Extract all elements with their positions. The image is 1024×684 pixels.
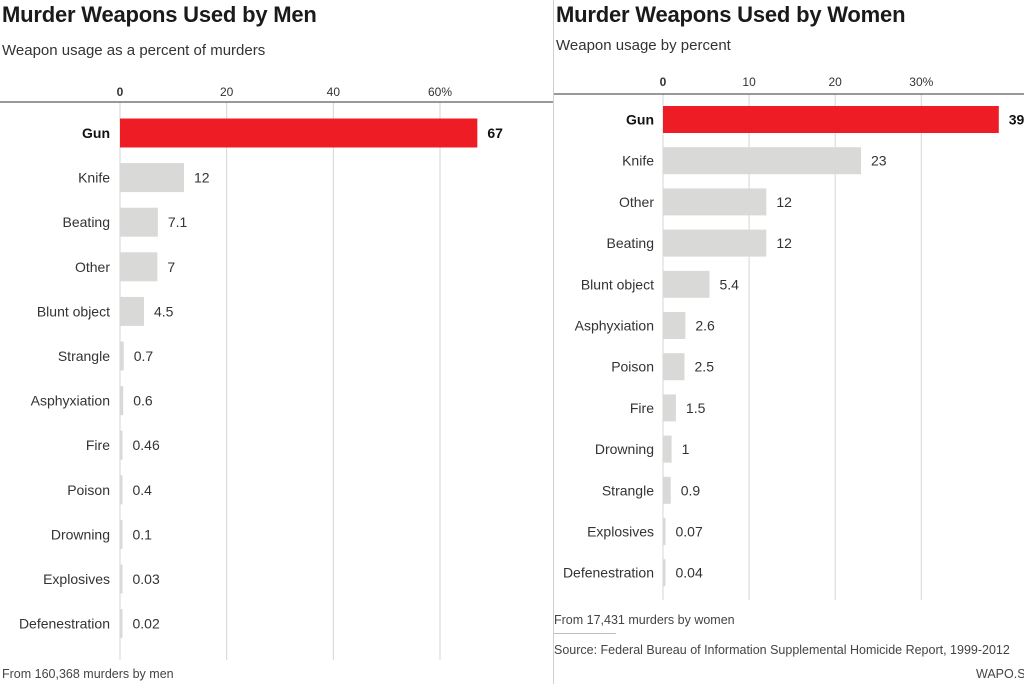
value-label: 1 — [682, 441, 690, 457]
value-label: 7 — [167, 259, 175, 275]
bar-fire — [663, 394, 676, 422]
tick-label: 20 — [220, 85, 234, 99]
bar-asphyxiation — [663, 312, 686, 339]
tick-label: 40 — [327, 85, 341, 99]
value-label: 0.07 — [676, 524, 703, 540]
bar-explosives — [120, 564, 123, 594]
value-label: 23 — [871, 153, 887, 169]
bar-chart-women: 0 10 20 30% Gun 39 Knife 23 Other 12 Beating 12 Blun… — [554, 75, 1024, 600]
tick-label: 0 — [660, 75, 667, 89]
category-label: Asphyxiation — [575, 318, 654, 334]
value-label: 12 — [194, 170, 210, 186]
category-label: Drowning — [51, 526, 110, 542]
value-label: 2.6 — [695, 318, 715, 334]
bar-drowning — [663, 435, 672, 463]
category-label: Drowning — [595, 441, 654, 457]
category-label: Fire — [86, 437, 110, 453]
category-label: Other — [619, 194, 654, 210]
value-label: 4.5 — [154, 303, 174, 319]
bar-chart-men: 0 20 40 60% Gun 67 Knife 12 Beating 7.1 Other 7 Blun… — [0, 85, 554, 660]
chart-panel-women: Murder Weapons Used by Women Weapon usag… — [554, 0, 1024, 684]
value-label: 12 — [776, 194, 792, 210]
chart-credit: WAPO.ST — [976, 667, 1024, 681]
bar-explosives — [663, 518, 666, 545]
tick-label: 20 — [829, 75, 843, 89]
value-label: 0.02 — [133, 616, 160, 632]
value-label: 39 — [1009, 112, 1024, 128]
chart-title: Murder Weapons Used by Men — [2, 2, 317, 27]
bar-poison — [120, 475, 123, 505]
bar-other — [120, 252, 158, 282]
chart-panel-men: Murder Weapons Used by Men Weapon usage … — [0, 2, 554, 681]
category-label: Explosives — [587, 524, 654, 540]
chart-source: Source: Federal Bureau of Information Su… — [554, 643, 1010, 657]
category-label: Explosives — [43, 571, 110, 587]
category-label: Asphyxiation — [31, 393, 110, 409]
chart-subtitle: Weapon usage by percent — [556, 37, 731, 54]
value-label: 0.7 — [134, 348, 154, 364]
source-divider — [554, 633, 616, 634]
category-label: Knife — [78, 170, 110, 186]
bar-strangle — [120, 341, 124, 371]
bar-blunt-object — [663, 270, 710, 298]
chart-note: From 160,368 murders by men — [2, 667, 174, 681]
tick-label: 0 — [117, 85, 124, 99]
value-label: 5.4 — [719, 276, 739, 292]
panel-divider — [553, 0, 554, 684]
tick-label: 10 — [742, 75, 756, 89]
tick-label: 30% — [909, 75, 933, 89]
category-label: Knife — [622, 153, 654, 169]
value-label: 0.1 — [133, 526, 153, 542]
bar-poison — [663, 353, 685, 381]
value-label: 0.46 — [133, 437, 160, 453]
bar-fire — [120, 430, 123, 460]
value-label: 1.5 — [686, 400, 706, 416]
bar-strangle — [663, 476, 671, 504]
category-label: Poison — [611, 359, 654, 375]
value-label: 0.6 — [133, 393, 153, 409]
bar-knife — [120, 163, 184, 193]
category-label: Poison — [67, 482, 110, 498]
value-label: 0.03 — [133, 571, 160, 587]
chart-note: From 17,431 murders by women — [554, 613, 735, 627]
category-label: Other — [75, 259, 110, 275]
category-label: Gun — [626, 112, 654, 128]
category-label: Defenestration — [563, 565, 654, 581]
bar-defenestration — [663, 559, 666, 587]
value-label: 0.4 — [133, 482, 153, 498]
chart-subtitle: Weapon usage as a percent of murders — [2, 42, 266, 59]
chart-title: Murder Weapons Used by Women — [556, 2, 906, 27]
value-label: 0.9 — [681, 482, 701, 498]
category-label: Beating — [63, 214, 110, 230]
value-label: 7.1 — [168, 214, 188, 230]
bar-gun — [663, 106, 999, 133]
tick-label: 60% — [428, 85, 452, 99]
value-label: 0.04 — [676, 565, 703, 581]
bar-gun — [120, 118, 478, 148]
bar-knife — [663, 147, 862, 175]
bar-drowning — [120, 519, 123, 549]
value-label: 67 — [487, 125, 503, 141]
category-label: Blunt object — [37, 303, 110, 319]
bar-asphyxiation — [120, 386, 124, 416]
category-label: Strangle — [58, 348, 110, 364]
bar-beating — [120, 207, 158, 237]
category-label: Gun — [82, 125, 110, 141]
category-label: Fire — [630, 400, 654, 416]
bar-other — [663, 188, 767, 216]
bar-defenestration — [120, 609, 123, 639]
bar-blunt-object — [120, 296, 144, 326]
category-label: Defenestration — [19, 616, 110, 632]
value-label: 2.5 — [695, 359, 715, 375]
bar-beating — [663, 229, 767, 257]
category-label: Strangle — [602, 482, 654, 498]
category-label: Blunt object — [581, 276, 654, 292]
value-label: 12 — [776, 235, 792, 251]
category-label: Beating — [607, 235, 654, 251]
